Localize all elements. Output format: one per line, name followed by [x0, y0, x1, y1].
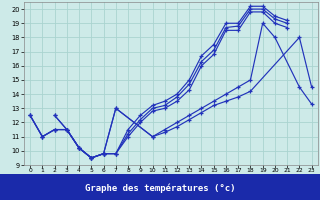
Text: Graphe des températures (°c): Graphe des températures (°c): [85, 184, 235, 193]
